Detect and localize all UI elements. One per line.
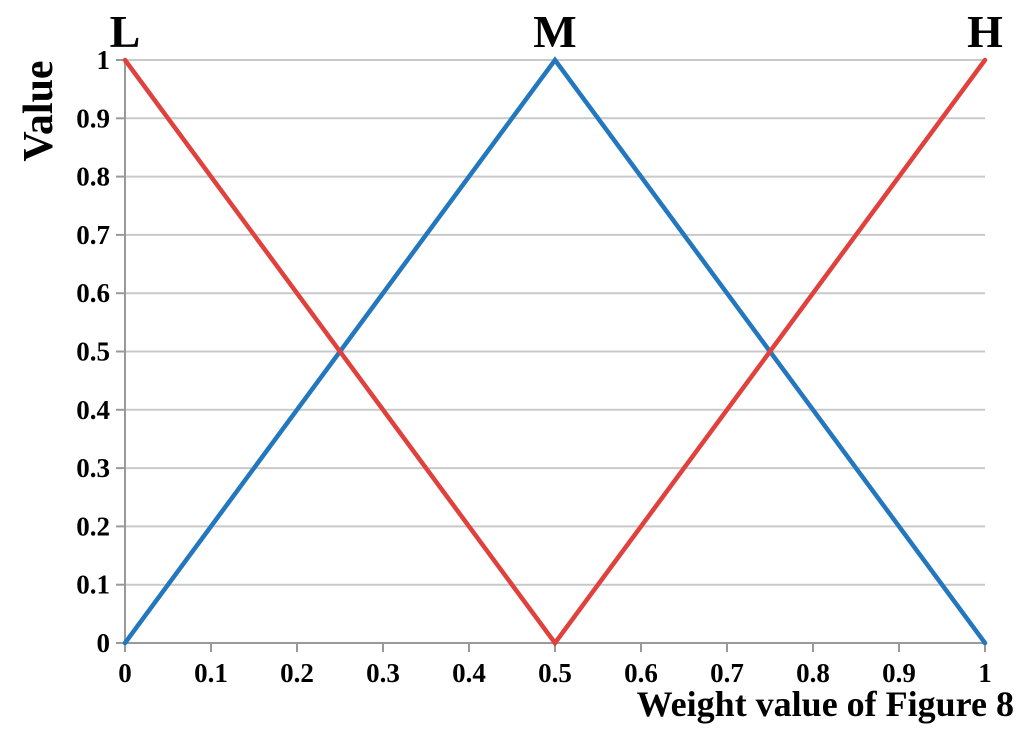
y-tick-label: 0.8	[76, 162, 110, 192]
y-tick-label: 0.1	[76, 570, 110, 600]
y-tick-label: 0.6	[76, 278, 110, 308]
curve-label-m: M	[533, 6, 576, 57]
x-tick-label: 1	[978, 658, 992, 688]
y-tick-label: 0.5	[76, 337, 110, 367]
x-tick-label: 0.1	[194, 658, 228, 688]
series-line-m-membership-blue	[122, 56, 988, 646]
y-tick-label: 0.7	[76, 220, 110, 250]
x-axis-title: Weight value of Figure 8	[636, 684, 1014, 724]
y-tick-label: 0	[97, 628, 111, 658]
x-tick-label: 0.5	[538, 658, 572, 688]
x-tick-label: 0.9	[882, 658, 916, 688]
x-tick-label: 0.4	[452, 658, 486, 688]
curve-label-h: H	[967, 6, 1003, 57]
x-tick-label: 0	[118, 658, 132, 688]
x-tick-label: 0.8	[796, 658, 830, 688]
y-tick-label: 0.3	[76, 453, 110, 483]
x-tick-label: 0.7	[710, 658, 744, 688]
series-line-l-h-membership-red	[122, 57, 988, 647]
y-tick-label: 1	[97, 45, 111, 75]
curve-label-l: L	[110, 6, 141, 57]
y-tick-label: 0.2	[76, 511, 110, 541]
y-tick-label: 0.4	[76, 395, 110, 425]
x-tick-label: 0.2	[280, 658, 314, 688]
x-tick-label: 0.3	[366, 658, 400, 688]
x-tick-label: 0.6	[624, 658, 658, 688]
y-tick-label: 0.9	[76, 103, 110, 133]
y-axis-title: Value	[16, 60, 62, 162]
